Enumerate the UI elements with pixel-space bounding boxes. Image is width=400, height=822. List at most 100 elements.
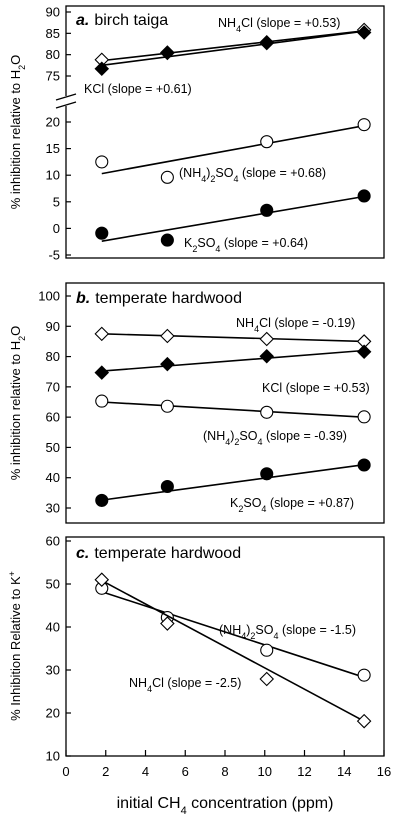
a-ytick-label-5: 5	[53, 194, 60, 209]
a-series-3-point-1	[160, 233, 174, 247]
a-series-2-fit-line	[101, 124, 365, 175]
a-label-k2so4: K2SO4 (slope = +0.64)	[184, 236, 308, 254]
a-label-nh42so4: (NH4)2SO4 (slope = +0.68)	[179, 166, 326, 184]
panel-c-x-ticks: 0 2 4 6 8 10 12 14 16	[62, 750, 391, 779]
b-series-3-point-0	[95, 493, 109, 507]
c-ytick-label-10: 10	[46, 749, 60, 764]
c-series-1-point-0	[94, 572, 110, 587]
c-ytick-label-50: 50	[46, 577, 60, 592]
c-xtick-label-2: 2	[102, 764, 109, 779]
panel-a-y-ticks: 75 80 85 90 -5 0 5 10 15 20	[46, 5, 71, 263]
c-ytick-label-40: 40	[46, 620, 60, 635]
a-ytick-label-20: 20	[46, 115, 60, 130]
a-label-nh4cl: NH4Cl (slope = +0.53)	[218, 16, 340, 34]
b-series-3-fit-line	[101, 463, 365, 501]
a-series-1-point-0	[94, 61, 110, 77]
panel-b-y-label: % inhibition relative to H2O	[8, 326, 27, 481]
b-series-1-point-0	[94, 365, 110, 380]
panel-a-y-label: % inhibition relative to H2O	[8, 55, 27, 210]
c-series-1-fit-line	[101, 579, 365, 722]
b-series-2-fit-line	[101, 401, 365, 418]
c-series-0-point-2	[260, 643, 274, 657]
b-series-0-point-2	[259, 331, 275, 347]
x-axis-label: initial CH4 concentration (ppm)	[117, 795, 334, 817]
b-ytick-label-40: 40	[46, 470, 60, 485]
panel-b-frame	[65, 282, 385, 524]
b-label-kcl: KCl (slope = +0.53)	[262, 381, 370, 395]
b-label-nh42so4: (NH4)2SO4 (slope = -0.39)	[203, 429, 347, 447]
panel-a-axis-break	[55, 93, 77, 109]
a-series-1-point-2	[259, 35, 275, 51]
b-label-k2so4: K2SO4 (slope = +0.87)	[230, 496, 354, 514]
b-ytick-label-30: 30	[46, 501, 60, 516]
a-series-3-fit-line	[101, 195, 365, 242]
b-series-3-point-2	[260, 467, 274, 481]
c-xtick-label-4: 4	[142, 764, 149, 779]
a-ytick-label-15: 15	[46, 141, 60, 156]
b-ytick-label-90: 90	[46, 319, 60, 334]
c-ytick-label-60: 60	[46, 534, 60, 549]
b-series-2-point-3	[357, 410, 371, 424]
a-series-1-point-1	[160, 45, 175, 61]
a-series-2-point-3	[357, 118, 371, 132]
c-xtick-label-0: 0	[62, 764, 69, 779]
a-series-3-point-0	[95, 226, 109, 240]
panel-b: b. temperate hardwood 30 40 50 60 70 80 90 100 N…	[8, 282, 385, 524]
panel-a: a. birch taiga 75 80 85 90 -5 0 5 10 15 20 NH4Cl (…	[8, 5, 385, 263]
panel-b-title: b. temperate hardwood	[76, 290, 242, 307]
a-label-kcl: KCl (slope = +0.61)	[84, 82, 192, 96]
panel-b-y-ticks: 30 40 50 60 70 80 90 100	[38, 289, 71, 516]
b-series-0-point-0	[94, 326, 110, 342]
a-series-2-point-0	[95, 155, 109, 169]
b-ytick-label-60: 60	[46, 410, 60, 425]
panel-c-marks	[94, 572, 372, 729]
panel-c-y-ticks: 10 20 30 40 50 60	[46, 534, 71, 764]
a-ytick-label-75: 75	[46, 69, 60, 84]
b-series-3-point-1	[160, 479, 174, 494]
a-series-0-fit-line	[101, 29, 365, 62]
b-series-0-fit-line	[101, 333, 365, 343]
c-xtick-label-8: 8	[221, 764, 228, 779]
c-xtick-label-10: 10	[258, 764, 272, 779]
a-ytick-label-0: 0	[53, 221, 60, 236]
b-series-3-point-3	[357, 458, 371, 472]
b-series-1-point-3	[356, 344, 372, 360]
b-series-1-point-1	[160, 356, 175, 372]
b-series-1-fit-line	[101, 349, 365, 372]
b-ytick-label-50: 50	[46, 440, 60, 455]
panel-c-y-label: % Inhibition Relative to K+	[7, 571, 23, 721]
c-series-1-point-2	[259, 671, 275, 687]
a-ytick-label-90: 90	[46, 5, 60, 20]
c-series-0-point-3	[357, 668, 371, 682]
c-label-nh42so4: (NH4)2SO4 (slope = -1.5)	[219, 623, 356, 641]
c-series-1-point-3	[356, 713, 372, 729]
c-ytick-label-20: 20	[46, 706, 60, 721]
c-xtick-label-12: 12	[297, 764, 311, 779]
a-series-1-fit-line	[101, 30, 365, 67]
b-series-1-point-2	[259, 348, 275, 364]
a-ytick-label-85: 85	[46, 26, 60, 41]
b-series-2-point-2	[260, 405, 274, 419]
c-xtick-label-14: 14	[337, 764, 351, 779]
c-xtick-label-6: 6	[182, 764, 189, 779]
b-ytick-label-100: 100	[38, 289, 60, 304]
panel-c-title: c. temperate hardwood	[76, 545, 241, 562]
a-series-3-point-2	[260, 203, 274, 217]
c-ytick-label-30: 30	[46, 663, 60, 678]
panel-b-marks	[94, 326, 372, 507]
a-series-2-point-1	[160, 170, 174, 184]
panel-c: c. temperate hardwood 10 20 30 40 50 60 0 2 4 6 8 1…	[7, 534, 391, 818]
b-series-2-point-1	[160, 399, 174, 413]
panel-a-marks	[94, 22, 372, 247]
b-series-0-point-1	[160, 328, 175, 344]
b-series-2-point-0	[95, 394, 109, 408]
a-ytick-label-80: 80	[46, 47, 60, 62]
c-xtick-label-16: 16	[377, 764, 391, 779]
a-ytick-label--5: -5	[48, 248, 60, 263]
a-series-3-point-3	[357, 189, 371, 203]
b-ytick-label-80: 80	[46, 349, 60, 364]
a-series-2-point-2	[260, 135, 274, 149]
c-series-0-fit-line	[101, 590, 365, 679]
c-series-1-point-1	[160, 616, 175, 631]
